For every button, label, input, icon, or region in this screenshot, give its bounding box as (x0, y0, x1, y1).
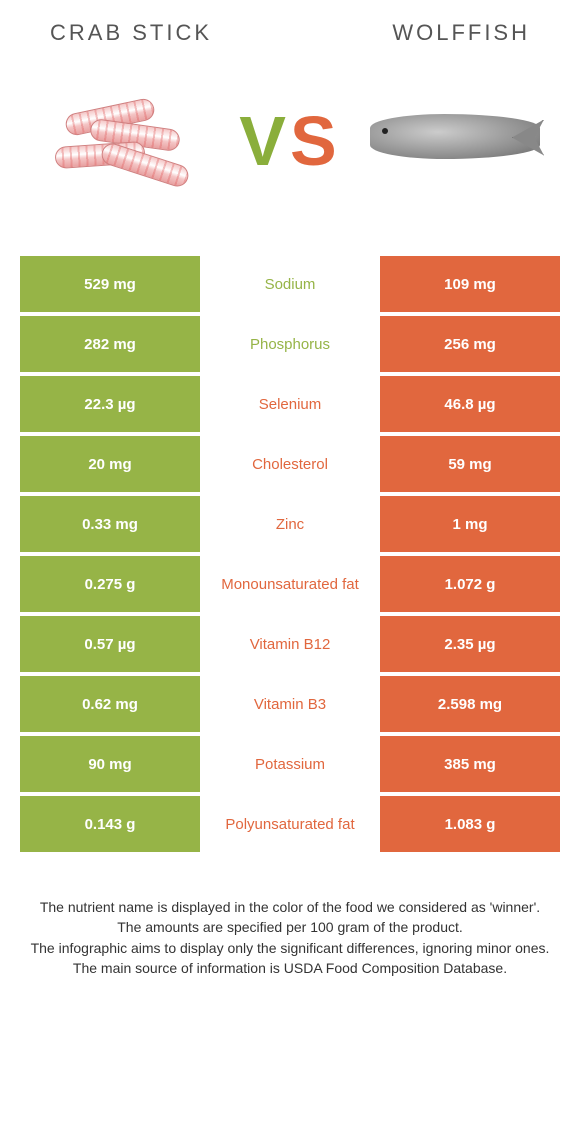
right-value: 109 mg (380, 256, 560, 312)
right-value: 1.072 g (380, 556, 560, 612)
table-row: 0.57 µgVitamin B122.35 µg (20, 616, 560, 672)
crab-stick-image (40, 86, 210, 196)
nutrient-label: Cholesterol (200, 436, 380, 492)
table-row: 0.62 mgVitamin B32.598 mg (20, 676, 560, 732)
right-value: 46.8 µg (380, 376, 560, 432)
right-value: 2.598 mg (380, 676, 560, 732)
vs-v: V (239, 102, 290, 180)
left-value: 0.62 mg (20, 676, 200, 732)
left-value: 20 mg (20, 436, 200, 492)
nutrient-label: Monounsaturated fat (200, 556, 380, 612)
wolffish-image (370, 86, 540, 196)
right-value: 256 mg (380, 316, 560, 372)
left-value: 90 mg (20, 736, 200, 792)
left-value: 0.143 g (20, 796, 200, 852)
crab-stick-icon (50, 96, 200, 186)
right-value: 385 mg (380, 736, 560, 792)
table-row: 529 mgSodium109 mg (20, 256, 560, 312)
table-row: 0.143 gPolyunsaturated fat1.083 g (20, 796, 560, 852)
vs-label: VS (239, 101, 340, 181)
nutrient-label: Zinc (200, 496, 380, 552)
right-value: 1.083 g (380, 796, 560, 852)
footer-notes: The nutrient name is displayed in the co… (20, 897, 560, 978)
comparison-table: 529 mgSodium109 mg282 mgPhosphorus256 mg… (20, 256, 560, 852)
table-row: 282 mgPhosphorus256 mg (20, 316, 560, 372)
left-value: 22.3 µg (20, 376, 200, 432)
left-food-title: CRAB STICK (50, 20, 212, 46)
footer-line: The infographic aims to display only the… (30, 938, 550, 958)
table-row: 90 mgPotassium385 mg (20, 736, 560, 792)
right-value: 2.35 µg (380, 616, 560, 672)
nutrient-label: Potassium (200, 736, 380, 792)
table-row: 20 mgCholesterol59 mg (20, 436, 560, 492)
footer-line: The main source of information is USDA F… (30, 958, 550, 978)
left-value: 0.275 g (20, 556, 200, 612)
right-value: 59 mg (380, 436, 560, 492)
left-value: 0.33 mg (20, 496, 200, 552)
footer-line: The amounts are specified per 100 gram o… (30, 917, 550, 937)
nutrient-label: Polyunsaturated fat (200, 796, 380, 852)
left-value: 529 mg (20, 256, 200, 312)
left-value: 0.57 µg (20, 616, 200, 672)
nutrient-label: Phosphorus (200, 316, 380, 372)
left-value: 282 mg (20, 316, 200, 372)
right-value: 1 mg (380, 496, 560, 552)
header: CRAB STICK WOLFFISH (20, 20, 560, 46)
nutrient-label: Selenium (200, 376, 380, 432)
vs-s: S (290, 102, 341, 180)
nutrient-label: Vitamin B12 (200, 616, 380, 672)
footer-line: The nutrient name is displayed in the co… (30, 897, 550, 917)
nutrient-label: Vitamin B3 (200, 676, 380, 732)
wolffish-icon (370, 114, 540, 169)
table-row: 22.3 µgSelenium46.8 µg (20, 376, 560, 432)
table-row: 0.33 mgZinc1 mg (20, 496, 560, 552)
right-food-title: WOLFFISH (392, 20, 530, 46)
nutrient-label: Sodium (200, 256, 380, 312)
table-row: 0.275 gMonounsaturated fat1.072 g (20, 556, 560, 612)
hero-row: VS (20, 76, 560, 206)
